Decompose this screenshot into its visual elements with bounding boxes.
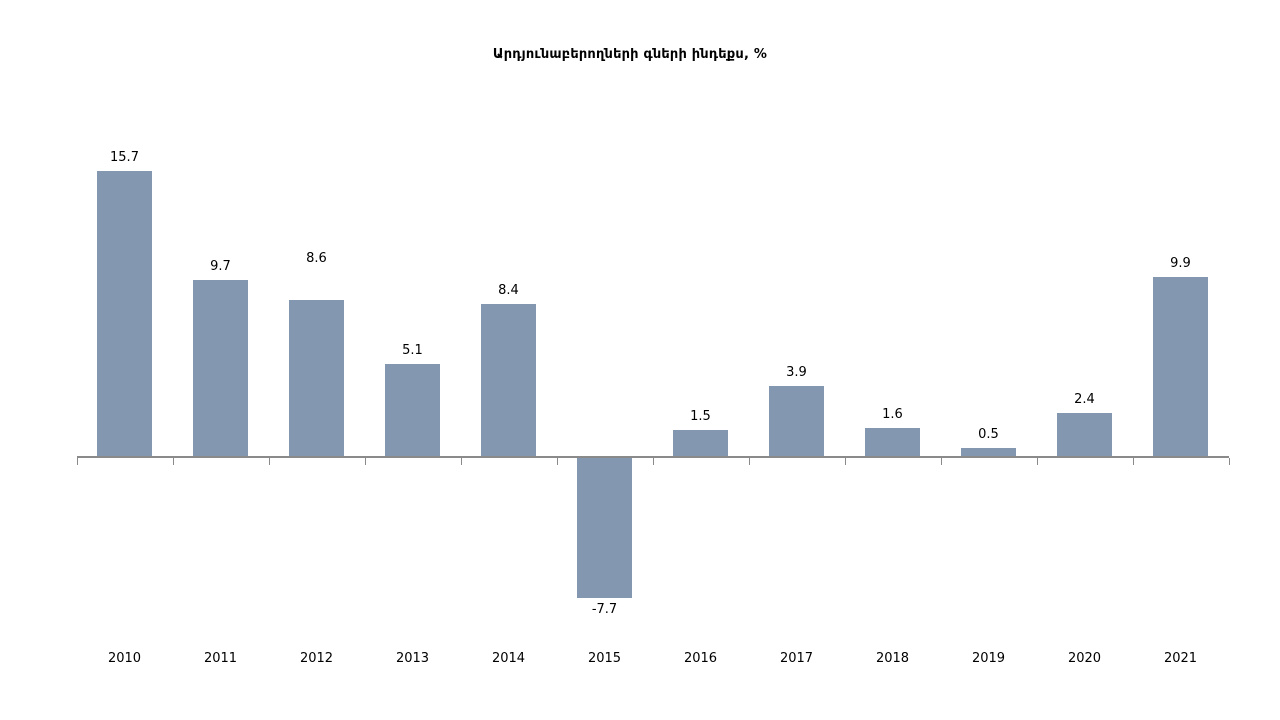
axis-tick [1132, 458, 1134, 465]
x-tick-label-2016: 2016 [683, 651, 718, 666]
value-label-2010: 15.7 [110, 150, 139, 165]
axis-tick [460, 458, 462, 465]
value-label-2017: 3.9 [786, 365, 807, 380]
x-tick-label-2014: 2014 [491, 651, 526, 666]
axis-tick [652, 458, 654, 465]
value-label-2013: 5.1 [402, 343, 423, 358]
axis-tick [76, 458, 78, 465]
bar-2019 [961, 448, 1016, 457]
bar-2016 [673, 430, 728, 457]
x-tick-label-2010: 2010 [107, 651, 142, 666]
value-label-2011: 9.7 [210, 259, 231, 274]
axis-tick [556, 458, 558, 465]
x-tick-label-2019: 2019 [971, 651, 1006, 666]
bar-2021 [1153, 277, 1208, 457]
axis-tick [268, 458, 270, 465]
value-label-2014: 8.4 [498, 283, 519, 298]
bar-2018 [865, 428, 920, 457]
axis-tick [172, 458, 174, 465]
value-label-2012: 8.6 [306, 251, 327, 266]
bar-2012 [289, 300, 344, 457]
bar-2013 [385, 364, 440, 457]
x-tick-label-2015: 2015 [587, 651, 622, 666]
axis-tick [1036, 458, 1038, 465]
value-label-2019: 0.5 [978, 427, 999, 442]
x-tick-label-2020: 2020 [1067, 651, 1102, 666]
value-label-2015: -7.7 [591, 602, 618, 617]
chart-title: Արդյունաբերողների գների ինդեքս, % [492, 47, 768, 62]
x-tick-label-2017: 2017 [779, 651, 814, 666]
value-label-2018: 1.6 [882, 407, 903, 422]
axis-tick [748, 458, 750, 465]
axis-tick [364, 458, 366, 465]
value-label-2021: 9.9 [1170, 256, 1191, 271]
value-label-2020: 2.4 [1074, 392, 1095, 407]
bar-2010 [97, 171, 152, 457]
value-label-2016: 1.5 [690, 409, 711, 424]
x-axis-line [76, 456, 1229, 458]
bar-2011 [193, 280, 248, 457]
bar-2020 [1057, 413, 1112, 457]
axis-tick [1228, 458, 1230, 465]
axis-tick [940, 458, 942, 465]
x-tick-label-2013: 2013 [395, 651, 430, 666]
x-tick-label-2011: 2011 [203, 651, 238, 666]
x-tick-label-2021: 2021 [1163, 651, 1198, 666]
x-tick-label-2012: 2012 [299, 651, 334, 666]
bar-2017 [769, 386, 824, 457]
bar-2014 [481, 304, 536, 457]
bar-2015 [577, 458, 632, 598]
x-tick-label-2018: 2018 [875, 651, 910, 666]
axis-tick [844, 458, 846, 465]
